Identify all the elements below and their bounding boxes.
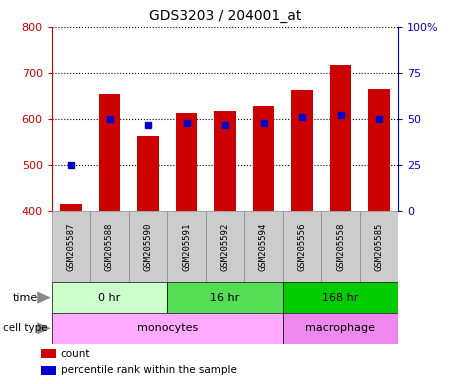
Text: GSM205558: GSM205558 (336, 223, 345, 271)
Text: time: time (13, 293, 38, 303)
FancyBboxPatch shape (283, 313, 398, 344)
FancyBboxPatch shape (90, 211, 129, 282)
Text: monocytes: monocytes (137, 323, 198, 333)
Text: GSM205587: GSM205587 (67, 223, 76, 271)
Text: GSM205590: GSM205590 (144, 223, 153, 271)
Text: percentile rank within the sample: percentile rank within the sample (61, 365, 237, 375)
Text: 16 hr: 16 hr (211, 293, 239, 303)
Text: GSM205591: GSM205591 (182, 223, 191, 271)
Text: GSM205594: GSM205594 (259, 223, 268, 271)
Text: cell type: cell type (3, 323, 47, 333)
Title: GDS3203 / 204001_at: GDS3203 / 204001_at (149, 9, 301, 23)
FancyBboxPatch shape (52, 211, 90, 282)
Polygon shape (37, 322, 51, 334)
Bar (330, 65, 351, 211)
Bar (214, 111, 236, 211)
Bar (99, 94, 120, 211)
Bar (137, 136, 158, 211)
FancyBboxPatch shape (283, 211, 321, 282)
Text: GSM205592: GSM205592 (220, 223, 230, 271)
FancyBboxPatch shape (360, 211, 398, 282)
Bar (40, 349, 56, 358)
Text: 168 hr: 168 hr (322, 293, 359, 303)
Bar (60, 204, 81, 211)
Text: macrophage: macrophage (306, 323, 375, 333)
FancyBboxPatch shape (52, 282, 167, 313)
FancyBboxPatch shape (283, 282, 398, 313)
FancyBboxPatch shape (129, 211, 167, 282)
Polygon shape (37, 291, 51, 304)
Text: GSM205556: GSM205556 (297, 223, 306, 271)
Text: 0 hr: 0 hr (99, 293, 121, 303)
Bar (292, 90, 313, 211)
Bar (253, 106, 274, 211)
FancyBboxPatch shape (244, 211, 283, 282)
Bar (369, 89, 390, 211)
FancyBboxPatch shape (52, 313, 283, 344)
FancyBboxPatch shape (206, 211, 244, 282)
Bar (40, 366, 56, 375)
FancyBboxPatch shape (167, 211, 206, 282)
Text: GSM205588: GSM205588 (105, 223, 114, 271)
FancyBboxPatch shape (167, 282, 283, 313)
FancyBboxPatch shape (321, 211, 360, 282)
Text: count: count (61, 349, 90, 359)
Text: GSM205585: GSM205585 (374, 223, 383, 271)
Bar (176, 113, 197, 211)
